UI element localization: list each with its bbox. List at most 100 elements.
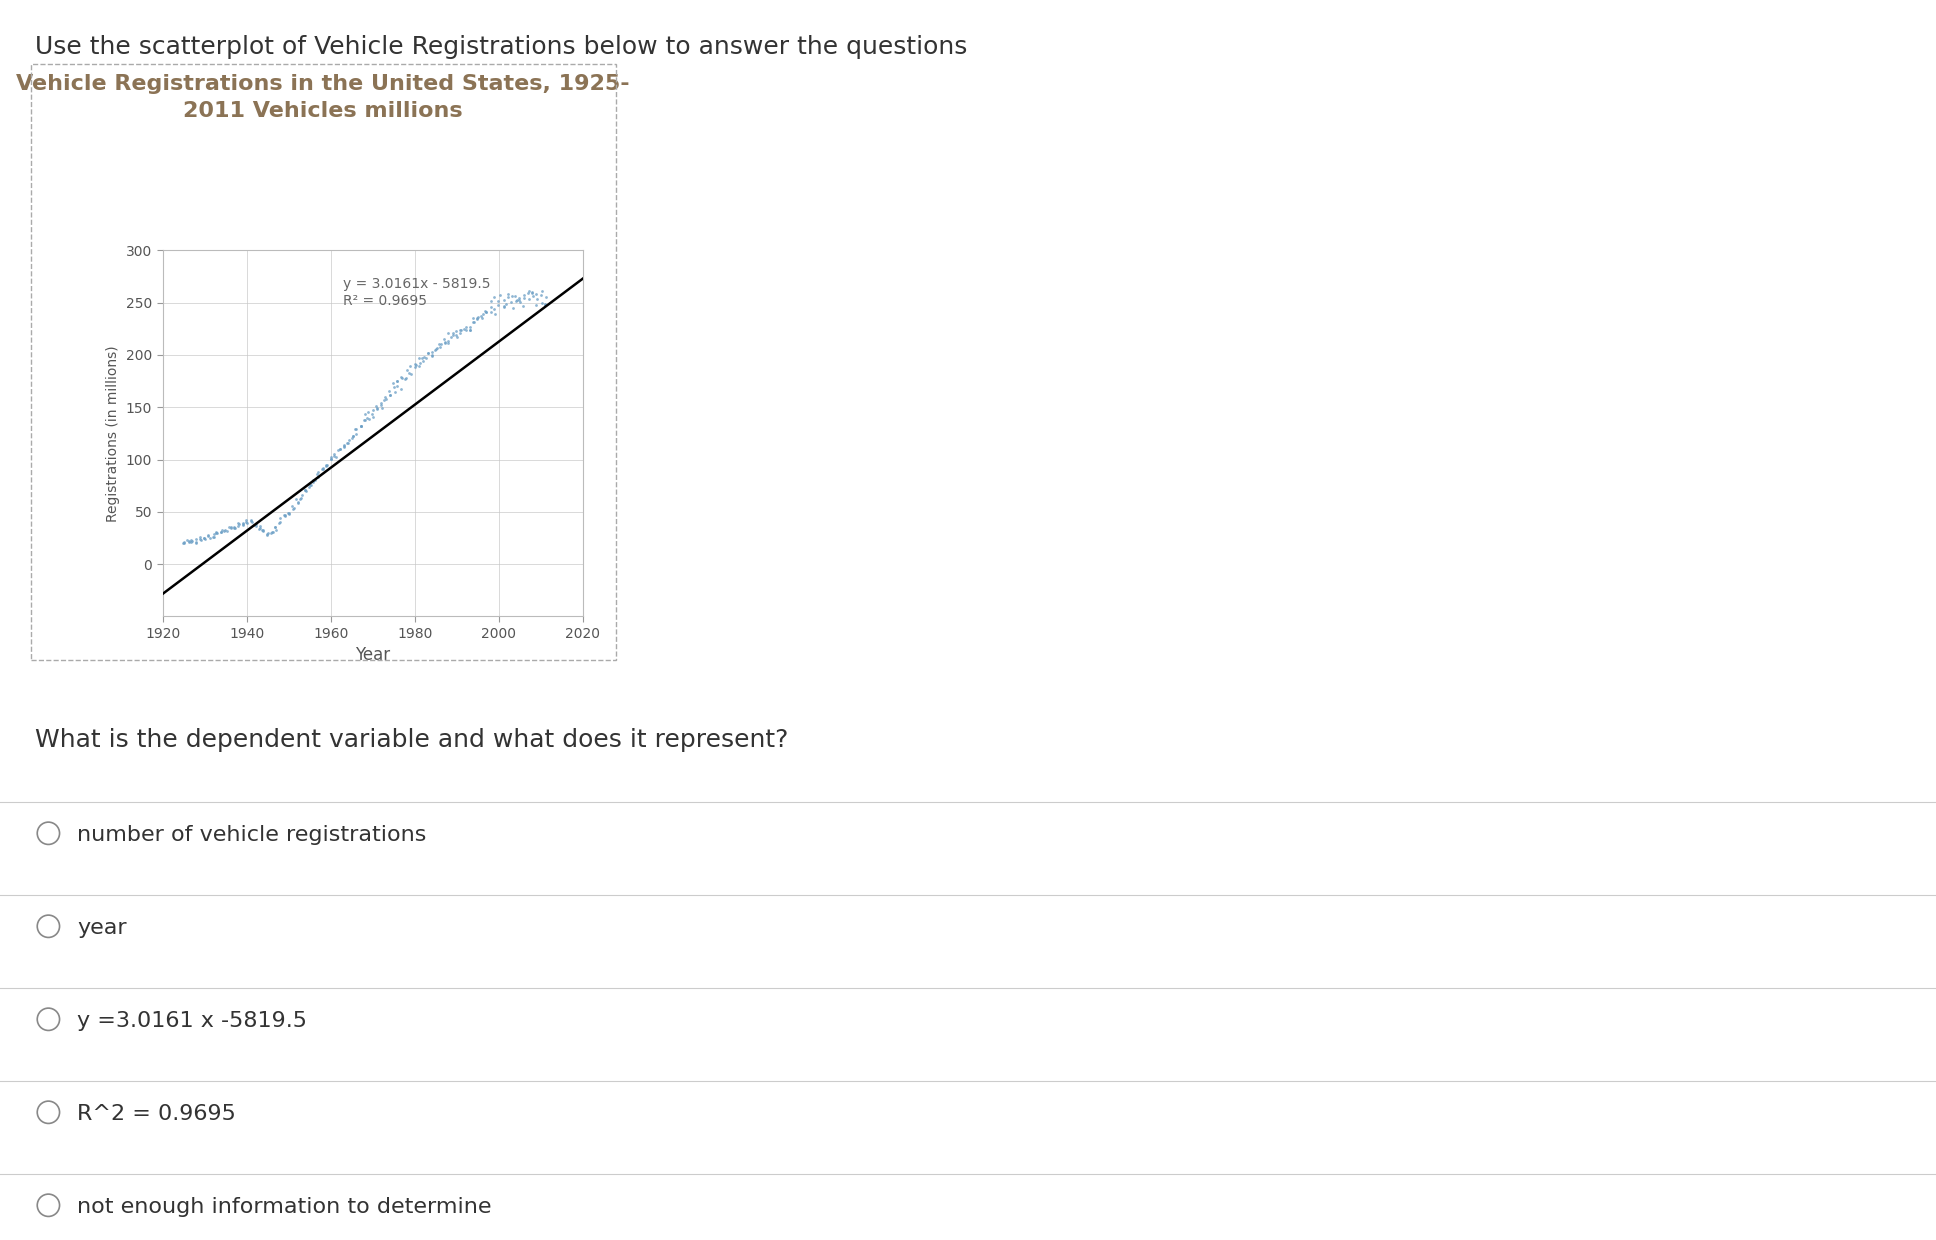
- Point: [265, 512, 296, 532]
- Point: [215, 517, 246, 537]
- Point: [488, 298, 519, 317]
- Point: [287, 489, 318, 508]
- Point: [484, 285, 515, 305]
- Point: [302, 463, 333, 482]
- Point: [496, 291, 527, 311]
- Point: [395, 356, 426, 376]
- Point: [227, 515, 257, 534]
- Point: [461, 309, 492, 329]
- Point: [319, 444, 350, 464]
- Point: [219, 518, 250, 538]
- Point: [244, 520, 275, 539]
- Point: [455, 320, 486, 340]
- Point: [530, 288, 561, 308]
- Point: [348, 410, 379, 430]
- Point: [312, 455, 343, 475]
- Point: [407, 351, 438, 371]
- Point: [252, 523, 283, 543]
- Point: [480, 304, 511, 324]
- Point: [498, 286, 529, 306]
- Point: [323, 440, 354, 460]
- Point: [412, 343, 443, 363]
- Point: [197, 527, 228, 547]
- Text: What is the dependent variable and what does it represent?: What is the dependent variable and what …: [35, 728, 788, 751]
- Point: [352, 402, 383, 422]
- Point: [230, 513, 261, 533]
- Point: [329, 435, 360, 455]
- Point: [209, 521, 240, 541]
- Point: [405, 353, 436, 373]
- Point: [527, 285, 558, 305]
- Point: [499, 286, 530, 306]
- Point: [470, 301, 501, 321]
- Point: [422, 339, 453, 358]
- Point: [184, 527, 215, 547]
- Point: [298, 471, 329, 491]
- Point: [358, 407, 389, 427]
- Point: [240, 516, 271, 536]
- Point: [325, 439, 356, 459]
- Point: [432, 334, 463, 353]
- Point: [395, 365, 426, 384]
- Point: [501, 290, 532, 310]
- Point: [455, 320, 486, 340]
- Point: [399, 355, 430, 374]
- Point: [341, 419, 372, 439]
- Point: [389, 370, 420, 389]
- Point: [256, 523, 287, 543]
- Point: [445, 320, 476, 340]
- Point: [246, 521, 277, 541]
- Point: [368, 391, 399, 410]
- Point: [426, 334, 457, 353]
- Point: [318, 446, 348, 466]
- Point: [259, 517, 290, 537]
- Point: [509, 285, 540, 305]
- Point: [285, 489, 316, 508]
- Point: [352, 408, 383, 428]
- Point: [329, 436, 360, 456]
- Text: Vehicle Registrations in the United States, 1925-
2011 Vehicles millions: Vehicle Registrations in the United Stat…: [17, 74, 629, 120]
- Point: [362, 399, 393, 419]
- Point: [219, 518, 250, 538]
- Point: [379, 377, 410, 397]
- Point: [412, 343, 443, 363]
- Point: [190, 528, 221, 548]
- Point: [219, 517, 250, 537]
- Point: [248, 521, 279, 541]
- Point: [517, 283, 548, 303]
- Point: [345, 415, 376, 435]
- Point: [461, 310, 492, 330]
- Point: [240, 515, 271, 534]
- Point: [416, 342, 447, 362]
- Point: [438, 325, 469, 345]
- Point: [168, 532, 199, 552]
- Point: [352, 409, 383, 429]
- Point: [494, 288, 525, 308]
- Point: [521, 284, 552, 304]
- Point: [478, 299, 509, 319]
- Point: [166, 533, 197, 553]
- Point: [467, 304, 498, 324]
- Text: not enough information to determine: not enough information to determine: [77, 1197, 492, 1216]
- Point: [430, 332, 461, 352]
- Point: [205, 522, 236, 542]
- Point: [416, 345, 447, 365]
- Point: [244, 517, 275, 537]
- Point: [366, 394, 397, 414]
- Point: [269, 506, 300, 526]
- Point: [482, 291, 513, 311]
- Point: [358, 401, 389, 420]
- Point: [366, 398, 397, 418]
- Point: [420, 340, 451, 360]
- Point: [449, 320, 480, 340]
- Point: [463, 308, 494, 327]
- Point: [348, 404, 379, 424]
- Point: [259, 517, 290, 537]
- Point: [445, 320, 476, 340]
- Point: [186, 529, 217, 549]
- Point: [490, 294, 521, 314]
- Point: [451, 317, 482, 337]
- Point: [234, 511, 265, 531]
- Point: [180, 532, 211, 552]
- Point: [527, 293, 558, 312]
